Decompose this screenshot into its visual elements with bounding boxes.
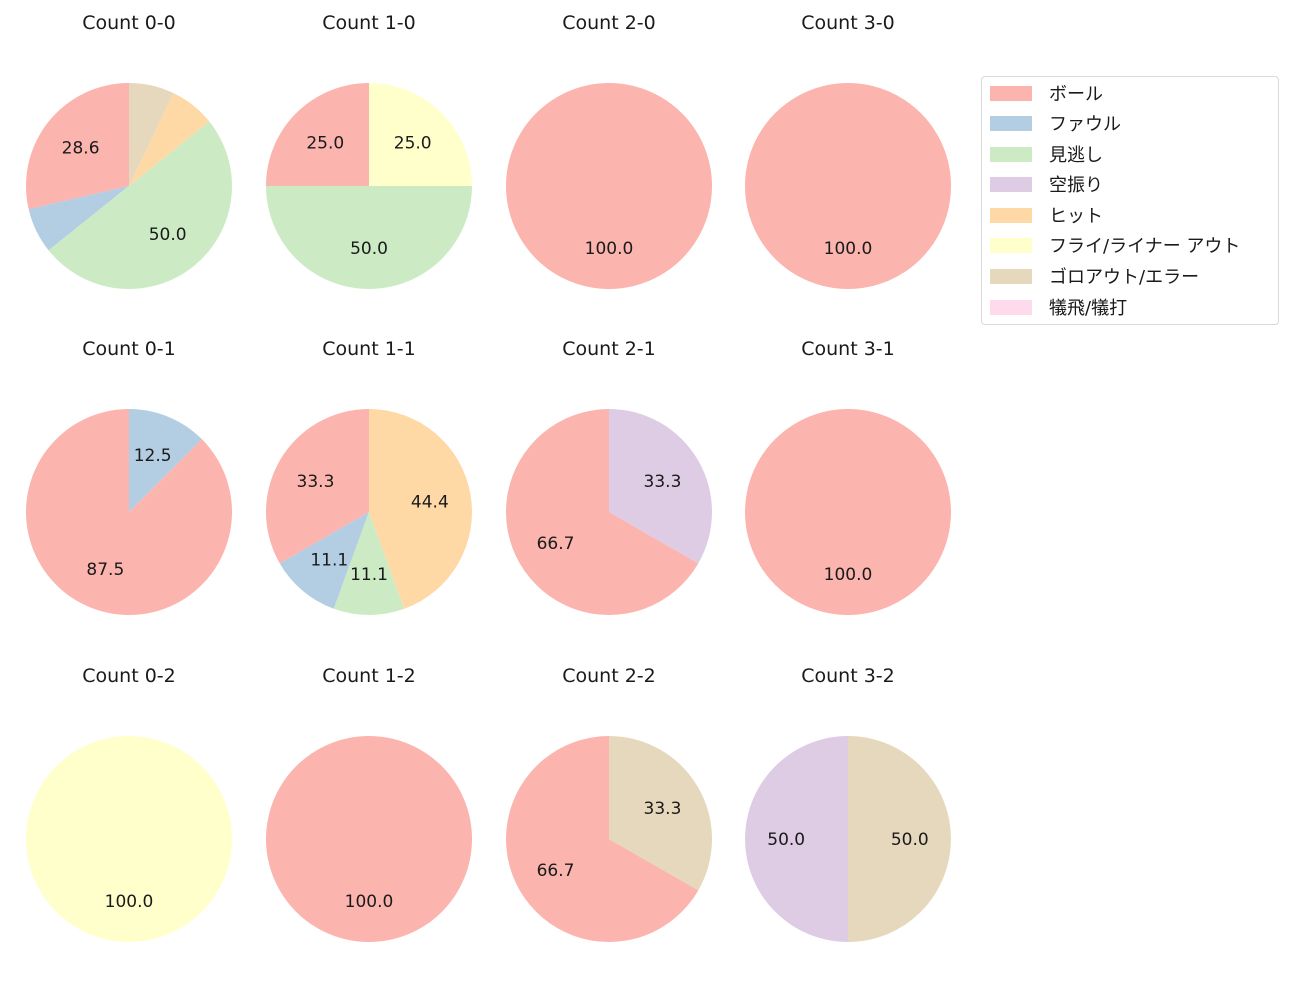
pie-title: Count 0-1 <box>82 338 176 360</box>
pie-slice <box>129 93 210 186</box>
slice-percent-label: 50.0 <box>891 830 929 850</box>
pie-slice <box>369 83 472 186</box>
slice-percent-label: 33.3 <box>644 472 682 492</box>
pie-slice <box>609 736 712 891</box>
legend-item-hit: ヒット <box>990 203 1103 227</box>
legend-swatch <box>990 146 1032 162</box>
slice-percent-label: 100.0 <box>105 892 154 912</box>
legend-swatch <box>990 176 1032 192</box>
legend-swatch <box>990 115 1032 131</box>
legend-item-swinging: 空振り <box>990 172 1103 196</box>
legend-item-sacrifice: 犠飛/犠打 <box>990 295 1127 319</box>
pie-count-3-1: 100.0 Count 3-1 <box>745 338 951 615</box>
legend-item-looking: 見逃し <box>990 142 1103 166</box>
pie-count-0-1: 87.5 12.5 Count 0-1 <box>25 338 232 615</box>
pie-slice <box>25 83 130 210</box>
pie-count-3-0: 100.0 Count 3-0 <box>745 12 951 289</box>
legend-item-foul: ファウル <box>990 111 1121 135</box>
slice-percent-label: 87.5 <box>86 560 124 580</box>
pie-title: Count 3-1 <box>801 338 895 360</box>
pie-slice <box>28 186 129 251</box>
slice-percent-label: 100.0 <box>345 892 394 912</box>
slice-percent-label: 44.4 <box>411 492 449 512</box>
pie-title: Count 1-2 <box>322 665 416 687</box>
slice-percent-label: 33.3 <box>644 799 682 819</box>
slice-percent-label: 100.0 <box>585 239 634 259</box>
pie-count-3-2: 50.0 50.0 Count 3-2 <box>745 665 951 942</box>
legend-swatch <box>990 268 1032 284</box>
pie-title: Count 2-1 <box>562 338 656 360</box>
pie-count-1-2: 100.0 Count 1-2 <box>266 665 472 942</box>
pie-slice <box>609 409 712 564</box>
pie-count-2-2: 66.7 33.3 Count 2-2 <box>506 665 712 942</box>
pie-title: Count 3-2 <box>801 665 895 687</box>
slice-percent-label: 50.0 <box>350 239 388 259</box>
pie-slice <box>48 121 233 290</box>
pie-title: Count 1-0 <box>322 12 416 34</box>
pie-count-0-0: 28.6 50.0 Count 0-0 <box>25 12 233 290</box>
slice-percent-label: 50.0 <box>767 830 805 850</box>
slice-percent-label: 11.1 <box>310 550 348 570</box>
pie-slice <box>333 512 405 615</box>
pie-count-2-1: 66.7 33.3 Count 2-1 <box>506 338 712 615</box>
slice-percent-label: 33.3 <box>297 472 335 492</box>
slice-percent-label: 25.0 <box>394 133 432 153</box>
pie-title: Count 1-1 <box>322 338 416 360</box>
legend-swatch <box>990 207 1032 223</box>
pie-slice <box>266 186 472 289</box>
pie-slice <box>506 736 699 942</box>
pie-slice <box>279 512 369 609</box>
slice-percent-label: 100.0 <box>824 239 873 259</box>
pie-slice <box>266 409 369 564</box>
pie-slice <box>129 83 174 186</box>
pie-slice <box>506 409 699 615</box>
legend-swatch <box>990 237 1032 253</box>
pie-slice <box>745 83 951 289</box>
slice-percent-label: 66.7 <box>537 534 575 554</box>
slice-percent-label: 50.0 <box>149 225 187 245</box>
pie-slice <box>266 736 472 942</box>
pie-slice <box>745 409 951 615</box>
legend-item-fly-out: フライ/ライナー アウト <box>990 233 1240 257</box>
slice-percent-label: 12.5 <box>134 446 172 466</box>
slice-percent-label: 100.0 <box>824 565 873 585</box>
slice-percent-label: 11.1 <box>350 565 388 585</box>
pie-title: Count 0-0 <box>82 12 176 34</box>
legend-item-ground-out: ゴロアウト/エラー <box>990 264 1199 288</box>
pie-title: Count 2-0 <box>562 12 656 34</box>
pie-count-0-2: 100.0 Count 0-2 <box>26 665 232 942</box>
pie-slice <box>266 83 369 186</box>
slice-percent-label: 66.7 <box>537 861 575 881</box>
pie-title: Count 2-2 <box>562 665 656 687</box>
pie-count-2-0: 100.0 Count 2-0 <box>506 12 712 289</box>
legend-item-ball: ボール <box>990 81 1103 105</box>
pie-slice <box>26 736 232 942</box>
pie-count-1-1: 33.3 11.111.1 44.4 Count 1-1 <box>266 338 472 615</box>
pie-slice <box>129 409 202 512</box>
slice-percent-label: 25.0 <box>306 133 344 153</box>
legend-swatch <box>990 299 1032 315</box>
pie-title: Count 0-2 <box>82 665 176 687</box>
legend: ボール ファウル 見逃し 空振り ヒット フライ/ライナー アウト ゴロアウト/… <box>981 76 1279 325</box>
pie-slice <box>745 736 848 942</box>
pie-slice <box>848 736 951 942</box>
pie-slice <box>506 83 712 289</box>
pie-title: Count 3-0 <box>801 12 895 34</box>
slice-percent-label: 28.6 <box>62 139 100 159</box>
legend-swatch <box>990 85 1032 101</box>
pie-count-1-0: 25.0 50.0 25.0 Count 1-0 <box>266 12 472 289</box>
pie-slice <box>369 409 472 609</box>
